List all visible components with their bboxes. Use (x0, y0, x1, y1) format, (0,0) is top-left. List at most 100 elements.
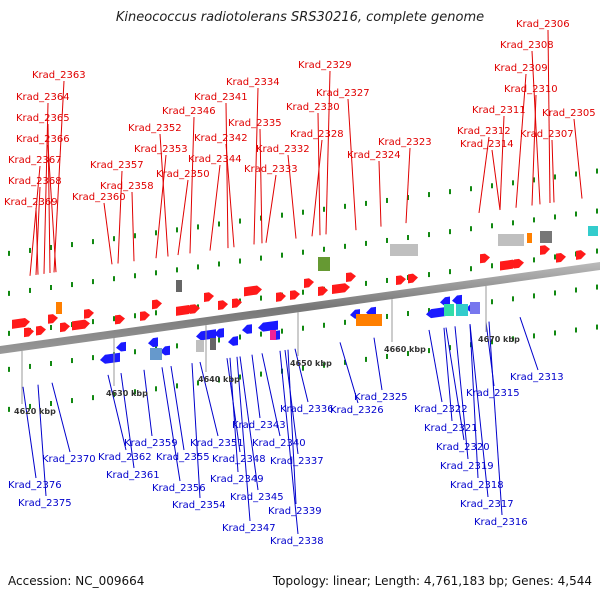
reverse-gene-label: Krad_2362 (98, 452, 152, 463)
feature-block (456, 304, 468, 316)
forward-gene-label: Krad_2367 (8, 155, 62, 166)
reverse-label-line (488, 321, 503, 516)
track-tick (575, 287, 577, 293)
reverse-label-line (199, 361, 219, 437)
track-tick (596, 208, 598, 214)
reverse-gene-label: Krad_2336 (280, 404, 334, 415)
forward-label-line (551, 139, 555, 203)
track-tick (260, 215, 262, 221)
track-tick (71, 242, 73, 248)
feature-layer (12, 226, 598, 364)
reverse-label-line (443, 327, 453, 422)
reverse-label-line (170, 365, 185, 451)
reverse-gene-label: Krad_2351 (190, 438, 244, 449)
reverse-gene (440, 296, 450, 307)
forward-gene-label: Krad_2335 (228, 118, 282, 129)
track-tick (386, 197, 388, 203)
sequence-axis (0, 262, 600, 354)
forward-gene-label: Krad_2334 (226, 77, 280, 88)
forward-label-line (117, 170, 123, 264)
forward-gene (346, 272, 356, 283)
track-tick (344, 243, 346, 249)
reverse-label-line (445, 327, 465, 441)
track-tick (512, 180, 514, 186)
forward-gene (204, 292, 214, 302)
reverse-gene-label: Krad_2370 (42, 454, 96, 465)
track-tick (218, 221, 220, 227)
scale-label: 4650 kbp (290, 359, 332, 368)
track-tick (575, 171, 577, 177)
forward-gene (152, 299, 162, 310)
forward-label-line (325, 70, 331, 235)
track-tick (512, 220, 514, 226)
track-tick (155, 310, 157, 316)
forward-gene (84, 309, 94, 319)
forward-gene (48, 314, 58, 324)
forward-label-line (317, 112, 321, 236)
forward-gene (140, 311, 150, 321)
track-tick (50, 245, 52, 250)
track-tick (512, 296, 514, 302)
reverse-gene-label: Krad_2340 (252, 438, 306, 449)
track-tick (29, 247, 31, 253)
forward-gene (332, 283, 350, 295)
reverse-gene-label: Krad_2375 (18, 498, 72, 509)
reverse-label-line (279, 350, 299, 535)
track-tick (260, 371, 262, 377)
feature-block (444, 304, 454, 316)
forward-gene (276, 292, 286, 302)
scale-label: 4620 kbp (14, 407, 56, 416)
track-tick (92, 355, 94, 361)
track-tick (260, 255, 262, 261)
reverse-gene-label: Krad_2321 (424, 423, 478, 434)
track-tick (428, 192, 430, 198)
reverse-label-line (454, 326, 469, 460)
reverse-gene (242, 324, 252, 334)
reverse-gene-label: Krad_2322 (414, 404, 468, 415)
track-tick (407, 195, 409, 201)
track-tick (302, 209, 304, 215)
track-tick (239, 374, 241, 380)
forward-gene (556, 252, 566, 263)
accession-text: Accession: NC_009664 (8, 574, 145, 588)
forward-label-line (531, 94, 537, 206)
track-tick (176, 383, 178, 389)
track-tick (71, 282, 73, 288)
forward-gene-label: Krad_2330 (286, 102, 340, 113)
track-tick (218, 337, 220, 343)
track-tick (92, 279, 94, 285)
track-tick (407, 235, 409, 241)
forward-gene-label: Krad_2305 (542, 108, 596, 119)
track-tick (71, 358, 73, 364)
track-tick (92, 395, 94, 401)
track-tick (554, 330, 556, 336)
track-tick (386, 277, 388, 283)
forward-label-line (43, 102, 49, 274)
forward-gene (500, 259, 518, 271)
track-tick (281, 252, 283, 258)
track-tick (428, 232, 430, 238)
track-tick (428, 348, 430, 354)
forward-label-line (478, 136, 490, 214)
track-tick (533, 293, 535, 299)
track-tick (533, 217, 535, 223)
forward-label-line (491, 149, 501, 211)
forward-gene-label: Krad_2314 (460, 139, 514, 150)
track-tick (386, 313, 388, 319)
forward-label-line (29, 165, 41, 276)
track-tick (344, 319, 346, 325)
track-tick (365, 240, 367, 246)
track-tick (134, 233, 136, 239)
forward-label-line (189, 116, 195, 254)
track-tick (365, 280, 367, 286)
forward-gene (190, 304, 200, 314)
label-lines (22, 29, 583, 535)
track-tick (281, 328, 283, 334)
forward-gene-label: Krad_2365 (16, 113, 70, 124)
scale-label: 4670 kbp (478, 335, 520, 344)
track-tick (575, 211, 577, 217)
track-tick (113, 392, 115, 398)
track-tick (491, 183, 493, 189)
sequence-backbone (0, 262, 600, 354)
reverse-gene (228, 336, 238, 346)
